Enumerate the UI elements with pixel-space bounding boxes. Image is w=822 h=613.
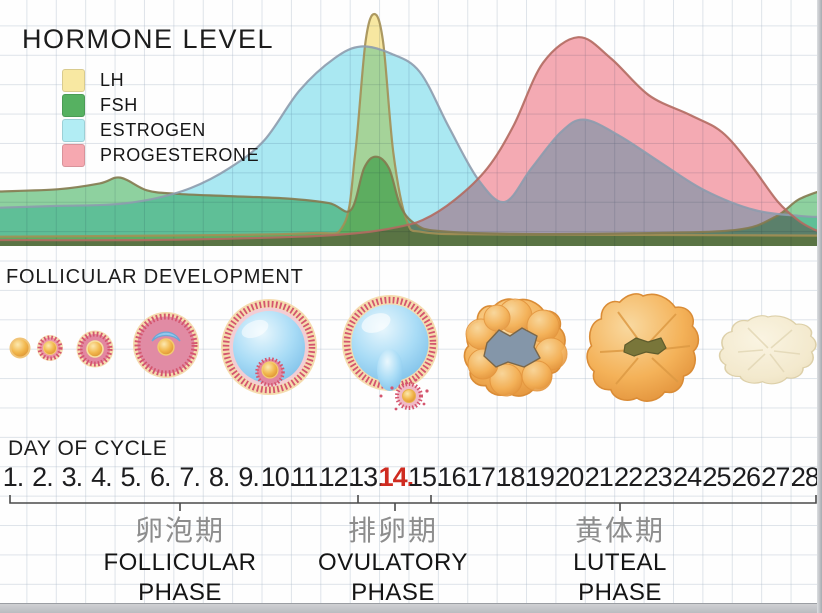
early-corpus-luteum xyxy=(464,299,567,396)
phase-follicular-zh: 卵泡期 xyxy=(134,515,225,546)
phase-luteal-en: LUTEAL PHASE xyxy=(573,549,667,606)
phase-ovulatory-zh: 排卵期 xyxy=(347,515,438,546)
day-label-1: 1. xyxy=(2,462,25,492)
day-label-28: 28. xyxy=(790,462,822,492)
phase-follicular-en: FOLLICULAR PHASE xyxy=(103,549,257,606)
day-label-14: 14. xyxy=(378,462,415,492)
day-label-21: 21. xyxy=(584,462,621,492)
phase-luteal-zh: 黄体期 xyxy=(574,515,665,546)
phase-follicular: 卵泡期 FOLLICULAR PHASE xyxy=(88,516,273,607)
day-label-22: 22. xyxy=(614,462,650,492)
page-right-edge xyxy=(817,0,822,613)
day-label-16: 16. xyxy=(437,462,473,492)
chart-title: HORMONE LEVEL xyxy=(22,24,275,54)
legend-swatch xyxy=(62,144,85,167)
day-label-3: 3. xyxy=(61,462,84,492)
estrogen-line xyxy=(0,45,822,219)
phase-luteal: 黄体期 LUTEAL PHASE xyxy=(560,516,680,607)
progesterone-line xyxy=(0,36,822,242)
day-label-27: 27. xyxy=(761,462,797,492)
legend-label: ESTROGEN xyxy=(100,120,206,140)
legend-item-progesterone: PROGESTERONE xyxy=(62,144,260,167)
day-label-12: 12. xyxy=(319,462,356,492)
ovulation-follicle xyxy=(342,295,438,411)
corpus-albicans xyxy=(720,316,816,384)
day-label-26: 26. xyxy=(731,462,768,492)
progesterone-area xyxy=(0,37,822,247)
secondary-follicle xyxy=(76,330,114,368)
legend-item-estrogen: ESTROGEN xyxy=(62,119,259,142)
day-label-20: 20. xyxy=(555,462,591,492)
legend-label: FSH xyxy=(100,95,138,115)
day-label-11: 11. xyxy=(291,462,325,492)
mature-graafian-follicle xyxy=(221,299,317,395)
day-of-cycle-heading: DAY OF CYCLE xyxy=(8,437,168,460)
hormone-level-chart xyxy=(0,12,822,247)
day-label-18: 18. xyxy=(496,462,532,492)
day-label-6: 6. xyxy=(149,462,172,492)
fsh-line xyxy=(0,155,822,236)
legend-label: LH xyxy=(100,70,125,90)
day-label-10: 10. xyxy=(260,462,297,492)
early-antral-follicle xyxy=(133,312,199,378)
legend-swatch xyxy=(62,69,85,92)
day-label-23: 23. xyxy=(643,462,680,492)
rupture-dots xyxy=(379,378,429,411)
phase-brackets xyxy=(9,495,817,511)
day-label-7: 7. xyxy=(179,462,201,492)
day-label-19: 19. xyxy=(525,462,562,492)
chart-legend: LH FSH ESTROGEN PROGESTERONE xyxy=(62,69,260,170)
day-label-24: 24. xyxy=(673,462,709,492)
phase-ovulatory: 排卵期 OVULATORY PHASE xyxy=(301,516,486,607)
page-bottom-edge xyxy=(0,603,817,613)
day-label-4: 4. xyxy=(91,462,113,492)
day-label-9: 9. xyxy=(238,462,260,492)
legend-item-lh: LH xyxy=(62,69,259,92)
primary-follicle xyxy=(37,335,63,361)
phase-labels: 卵泡期 FOLLICULAR PHASE 排卵期 OVULATORY PHASE… xyxy=(0,514,822,609)
corpus-luteum xyxy=(587,294,698,401)
day-label-15: 15. xyxy=(408,462,444,492)
legend-swatch xyxy=(62,119,85,142)
legend-label: PROGESTERONE xyxy=(100,145,260,165)
day-label-25: 25. xyxy=(702,462,739,492)
legend-item-fsh: FSH xyxy=(62,94,259,117)
day-number-axis: 1. 2. 3. 4. 5. 6. 7. 8. 9. 10. 11. 12. 13. 14. 15. 16. 1… xyxy=(0,462,822,492)
legend-swatch xyxy=(62,94,85,117)
primordial-follicle xyxy=(9,337,31,359)
phase-ovulatory-en: OVULATORY PHASE xyxy=(318,549,468,606)
follicular-development-row xyxy=(9,250,822,440)
day-label-5: 5. xyxy=(120,462,143,492)
day-label-2: 2. xyxy=(32,462,54,492)
day-label-17: 17. xyxy=(466,462,503,492)
day-label-13: 13. xyxy=(349,462,385,492)
follicular-development-heading: FOLLICULAR DEVELOPMENT xyxy=(6,266,304,288)
day-label-8: 8. xyxy=(208,462,231,492)
